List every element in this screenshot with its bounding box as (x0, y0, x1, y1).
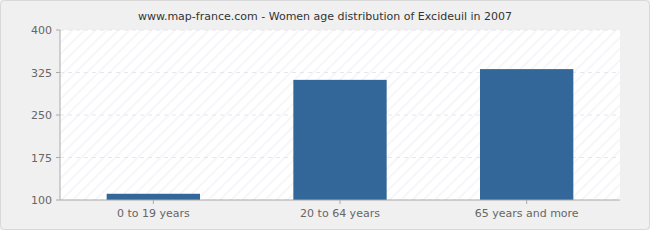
y-tick-label: 400 (31, 24, 52, 37)
plot-area (60, 30, 620, 200)
y-tick-label: 100 (31, 194, 52, 207)
bar (293, 80, 386, 200)
chart: www.map-france.com - Women age distribut… (0, 0, 650, 230)
x-tick-mark (526, 200, 527, 204)
background (1, 1, 650, 230)
chart-container: www.map-france.com - Women age distribut… (0, 0, 650, 230)
x-axis (60, 200, 620, 201)
bar (107, 194, 200, 200)
y-tick-label: 250 (31, 109, 52, 122)
tick-mark (56, 200, 60, 201)
y-axis (60, 30, 61, 200)
x-tick-label: 20 to 64 years (300, 207, 380, 220)
grid-line (60, 30, 620, 31)
tick-mark (56, 115, 60, 116)
tick-mark (56, 157, 60, 158)
bar (480, 69, 573, 200)
plot-hatch (60, 30, 620, 200)
bars (107, 69, 574, 200)
y-tick-label: 175 (31, 152, 52, 165)
y-tick-label: 325 (31, 67, 52, 80)
x-tick-mark (153, 200, 154, 204)
x-tick-mark (340, 200, 341, 204)
tick-mark (56, 72, 60, 73)
grid-line (60, 200, 620, 201)
x-tick-label: 65 years and more (475, 207, 579, 220)
title: www.map-france.com - Women age distribut… (138, 10, 512, 23)
x-tick-label: 0 to 19 years (117, 207, 190, 220)
tick-mark (56, 30, 60, 31)
